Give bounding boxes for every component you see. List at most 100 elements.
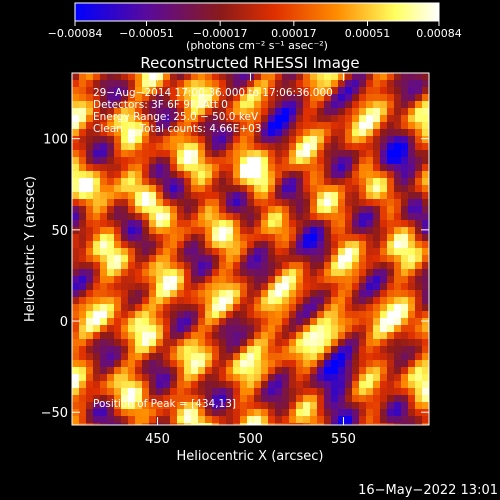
heatmap-cell xyxy=(135,276,142,283)
heatmap-cell xyxy=(135,80,142,87)
heatmap-cell xyxy=(114,311,121,318)
heatmap-cell xyxy=(366,353,373,360)
heatmap-cell xyxy=(198,185,205,192)
heatmap-cell xyxy=(149,367,156,374)
heatmap-cell xyxy=(345,122,352,129)
heatmap-cell xyxy=(86,150,93,157)
heatmap-cell xyxy=(226,374,233,381)
heatmap-cell xyxy=(254,227,261,234)
heatmap-cell xyxy=(79,423,86,425)
heatmap-cell xyxy=(142,122,149,129)
heatmap-cell xyxy=(212,409,219,416)
heatmap-cell xyxy=(282,409,289,416)
heatmap-cell xyxy=(289,311,296,318)
heatmap-cell xyxy=(177,339,184,346)
heatmap-cell xyxy=(366,381,373,388)
heatmap-cell xyxy=(289,395,296,402)
heatmap-cell xyxy=(317,332,324,339)
heatmap-cell xyxy=(177,325,184,332)
heatmap-cell xyxy=(79,276,86,283)
heatmap-cell xyxy=(191,192,198,199)
heatmap-cell xyxy=(275,94,282,101)
heatmap-cell xyxy=(317,255,324,262)
heatmap-cell xyxy=(93,192,100,199)
heatmap-cell xyxy=(261,360,268,367)
heatmap-cell xyxy=(107,101,114,108)
heatmap-cell xyxy=(86,122,93,129)
heatmap-cell xyxy=(303,318,310,325)
heatmap-cell xyxy=(415,143,422,150)
heatmap-cell xyxy=(107,269,114,276)
heatmap-cell xyxy=(324,241,331,248)
heatmap-cell xyxy=(401,311,408,318)
heatmap-cell xyxy=(394,150,401,157)
heatmap-cell xyxy=(226,262,233,269)
heatmap-cell xyxy=(373,381,380,388)
heatmap-cell xyxy=(135,213,142,220)
heatmap-cell xyxy=(128,255,135,262)
heatmap-cell xyxy=(149,304,156,311)
heatmap-cell xyxy=(191,325,198,332)
heatmap-cell xyxy=(72,402,79,409)
heatmap-cell xyxy=(163,108,170,115)
heatmap-cell xyxy=(324,192,331,199)
heatmap-cell xyxy=(191,388,198,395)
heatmap-cell xyxy=(324,346,331,353)
heatmap-cell xyxy=(72,269,79,276)
heatmap-cell xyxy=(387,318,394,325)
heatmap-cell xyxy=(247,339,254,346)
heatmap-cell xyxy=(282,402,289,409)
heatmap-cell xyxy=(205,234,212,241)
heatmap-cell xyxy=(387,409,394,416)
heatmap-cell xyxy=(72,276,79,283)
heatmap-cell xyxy=(331,73,338,80)
heatmap-cell xyxy=(394,213,401,220)
heatmap-cell xyxy=(247,115,254,122)
heatmap-cell xyxy=(170,325,177,332)
heatmap-cell xyxy=(114,185,121,192)
heatmap-cell xyxy=(121,164,128,171)
heatmap-cell xyxy=(254,304,261,311)
heatmap-cell xyxy=(408,164,415,171)
heatmap-cell xyxy=(422,283,429,290)
heatmap-cell xyxy=(275,339,282,346)
heatmap-cell xyxy=(121,241,128,248)
heatmap-cell xyxy=(240,73,247,80)
heatmap-cell xyxy=(268,297,275,304)
heatmap-cell xyxy=(289,122,296,129)
heatmap-cell xyxy=(387,262,394,269)
heatmap-cell xyxy=(184,80,191,87)
heatmap-cell xyxy=(93,311,100,318)
heatmap-cell xyxy=(415,276,422,283)
heatmap-cell xyxy=(415,220,422,227)
heatmap-cell xyxy=(121,150,128,157)
heatmap-cell xyxy=(226,241,233,248)
heatmap-cell xyxy=(387,122,394,129)
heatmap-cell xyxy=(184,353,191,360)
heatmap-cell xyxy=(310,94,317,101)
heatmap-cell xyxy=(422,297,429,304)
heatmap-cell xyxy=(191,115,198,122)
heatmap-cell xyxy=(387,395,394,402)
heatmap-cell xyxy=(191,360,198,367)
heatmap-cell xyxy=(394,192,401,199)
heatmap-cell xyxy=(296,108,303,115)
heatmap-cell xyxy=(422,374,429,381)
heatmap-cell xyxy=(422,213,429,220)
heatmap-cell xyxy=(121,367,128,374)
heatmap-cell xyxy=(149,332,156,339)
heatmap-cell xyxy=(352,374,359,381)
heatmap-cell xyxy=(233,276,240,283)
heatmap-cell xyxy=(170,94,177,101)
heatmap-cell xyxy=(226,178,233,185)
heatmap-cell xyxy=(415,318,422,325)
heatmap-cell xyxy=(156,416,163,423)
heatmap-cell xyxy=(142,171,149,178)
heatmap-cell xyxy=(170,80,177,87)
heatmap-cell xyxy=(121,402,128,409)
heatmap-cell xyxy=(142,374,149,381)
heatmap-cell xyxy=(408,395,415,402)
heatmap-cell xyxy=(324,416,331,423)
heatmap-cell xyxy=(408,73,415,80)
heatmap-cell xyxy=(289,199,296,206)
